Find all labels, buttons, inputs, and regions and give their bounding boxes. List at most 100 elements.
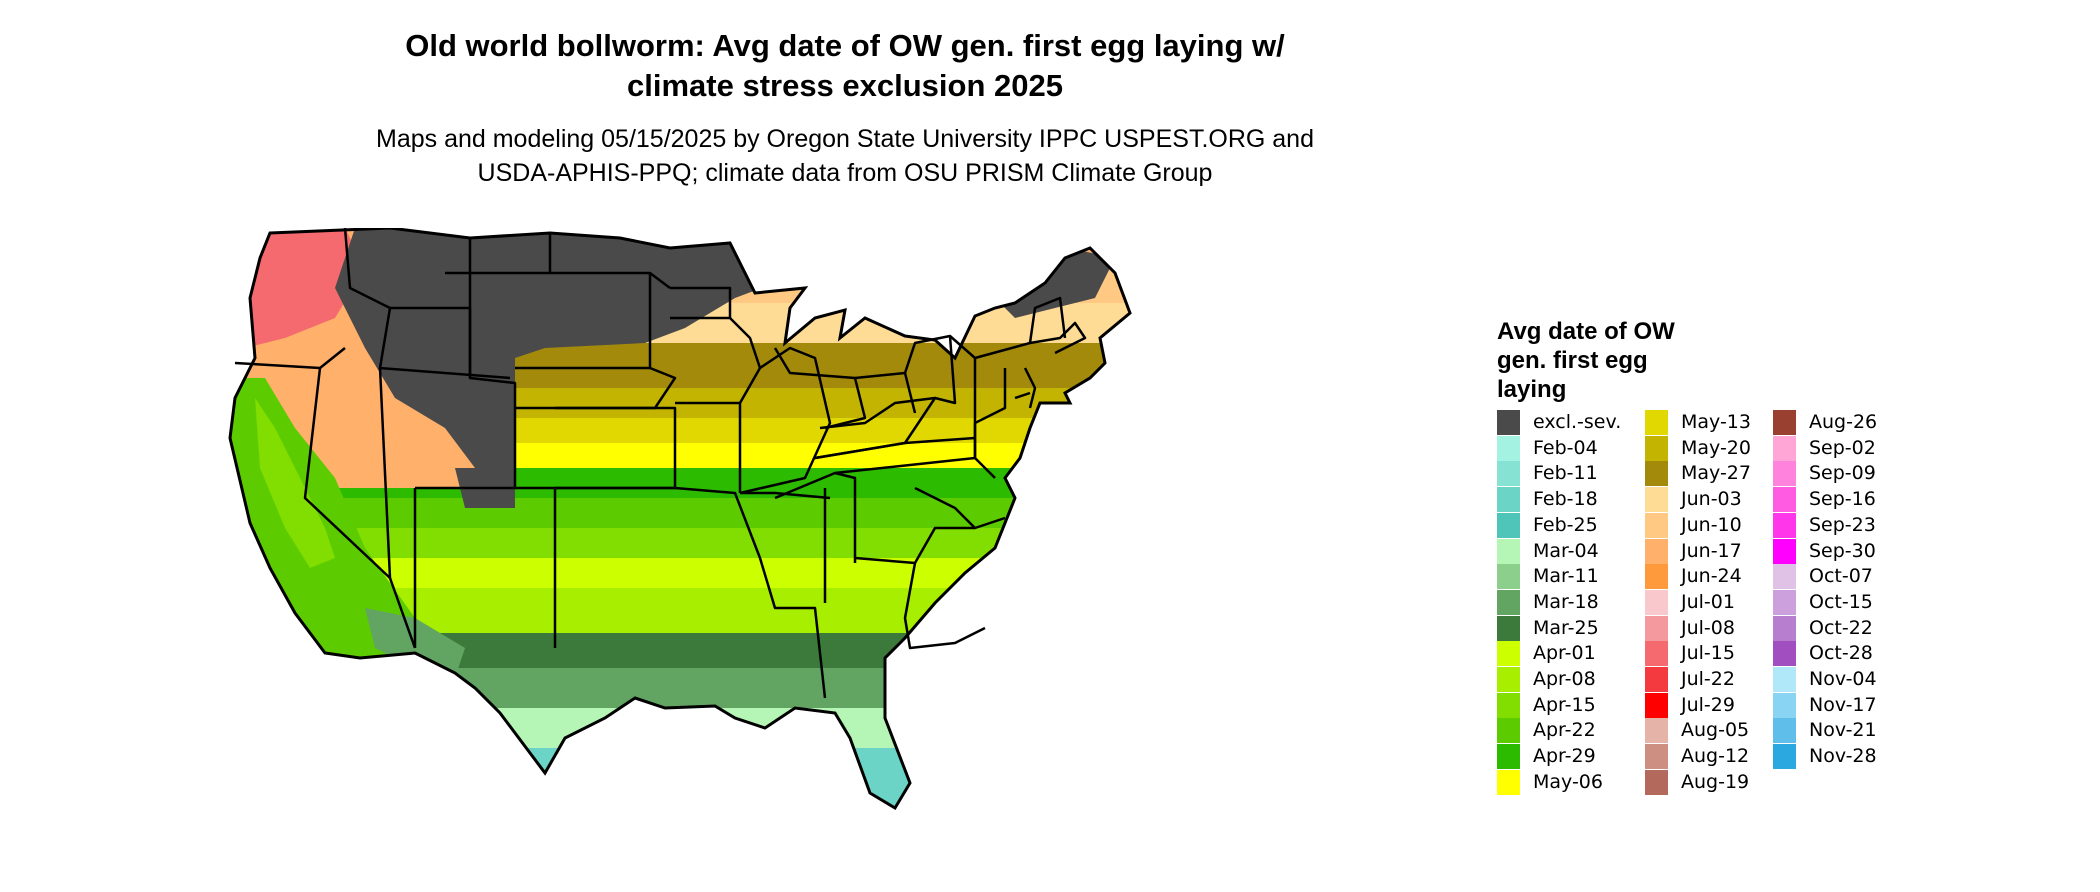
legend-label: Apr-08 xyxy=(1533,668,1596,690)
subtitle-line-1: Maps and modeling 05/15/2025 by Oregon S… xyxy=(376,125,1314,153)
legend-swatch xyxy=(1645,538,1668,564)
legend-swatch xyxy=(1645,564,1668,590)
legend-label: Sep-02 xyxy=(1809,436,1876,459)
legend-label: Nov-04 xyxy=(1809,668,1877,690)
legend-swatch xyxy=(1773,667,1796,692)
legend-swatch xyxy=(1773,615,1796,641)
legend-label: Jul-29 xyxy=(1681,693,1735,716)
legend-swatch xyxy=(1497,615,1520,641)
legend-label: Apr-29 xyxy=(1533,745,1596,768)
subtitle-line-2: USDA-APHIS-PPQ; climate data from OSU PR… xyxy=(477,159,1213,187)
legend-label: Feb-11 xyxy=(1533,462,1598,485)
legend-title-line-2: gen. first egg xyxy=(1497,347,1648,374)
legend-swatch xyxy=(1497,667,1520,692)
legend-swatch xyxy=(1497,512,1520,538)
legend-label: Aug-26 xyxy=(1809,411,1878,433)
legend-label: Jul-22 xyxy=(1681,668,1735,690)
legend-label: Nov-21 xyxy=(1809,719,1877,742)
legend-swatch xyxy=(1645,692,1668,718)
legend-swatch xyxy=(1773,589,1796,615)
legend-swatch xyxy=(1773,744,1796,770)
legend-label: Apr-22 xyxy=(1533,719,1596,742)
legend-swatch xyxy=(1645,667,1668,692)
legend-label: Aug-05 xyxy=(1681,719,1750,742)
legend-swatch xyxy=(1773,435,1796,461)
legend-label: Sep-16 xyxy=(1809,488,1876,511)
legend-swatch xyxy=(1645,718,1668,744)
legend-swatch xyxy=(1645,461,1668,487)
legend-swatch xyxy=(1773,692,1796,718)
legend-label: May-13 xyxy=(1681,411,1751,433)
legend-label: Feb-25 xyxy=(1533,513,1598,536)
legend-swatch xyxy=(1497,744,1520,770)
legend-label: Sep-23 xyxy=(1809,513,1876,536)
legend-label: Oct-07 xyxy=(1809,565,1873,588)
legend-label: May-20 xyxy=(1681,436,1751,459)
legend-label: Mar-25 xyxy=(1533,616,1599,639)
legend-swatch xyxy=(1645,744,1668,770)
legend-label: Jun-03 xyxy=(1681,488,1742,511)
legend-label: Nov-17 xyxy=(1809,693,1877,716)
legend-swatch xyxy=(1497,538,1520,564)
map-subtitle: Maps and modeling 05/15/2025 by Oregon S… xyxy=(220,122,1470,190)
legend-swatch xyxy=(1645,435,1668,461)
legend-label: Apr-01 xyxy=(1533,642,1596,665)
legend-swatch xyxy=(1645,769,1668,795)
legend-label: excl.-sev. xyxy=(1533,411,1622,433)
legend-swatch xyxy=(1497,692,1520,718)
legend-swatch xyxy=(1497,589,1520,615)
legend-swatch xyxy=(1773,410,1796,435)
legend-label: Nov-28 xyxy=(1809,745,1877,768)
legend-title: Avg date of OW gen. first egg laying xyxy=(1497,317,1727,404)
legend-swatch xyxy=(1645,410,1668,435)
legend-label: May-27 xyxy=(1681,462,1751,485)
legend-swatch xyxy=(1645,641,1668,667)
legend-label: Feb-04 xyxy=(1533,436,1598,459)
legend-label: Sep-30 xyxy=(1809,539,1876,562)
legend-swatch xyxy=(1773,512,1796,538)
legend-swatch xyxy=(1773,641,1796,667)
title-line-2: climate stress exclusion 2025 xyxy=(627,68,1063,103)
legend-label: Jun-24 xyxy=(1681,565,1742,588)
legend-swatch xyxy=(1645,589,1668,615)
title-line-1: Old world bollworm: Avg date of OW gen. … xyxy=(405,28,1285,63)
legend-label: Feb-18 xyxy=(1533,488,1598,511)
legend-swatch xyxy=(1497,564,1520,590)
legend-swatch xyxy=(1773,718,1796,744)
legend-label: Jun-10 xyxy=(1681,513,1742,536)
legend-swatch xyxy=(1497,435,1520,461)
legend-swatch xyxy=(1497,410,1520,435)
legend-label: Mar-04 xyxy=(1533,539,1599,562)
legend-swatch xyxy=(1773,564,1796,590)
legend-swatch xyxy=(1773,538,1796,564)
legend-label: Oct-22 xyxy=(1809,616,1873,639)
map-title: Old world bollworm: Avg date of OW gen. … xyxy=(220,26,1470,106)
legend-label: Jul-08 xyxy=(1681,616,1735,639)
legend-label: Oct-15 xyxy=(1809,590,1873,613)
legend-label: May-06 xyxy=(1533,770,1603,793)
state-borders xyxy=(234,228,1087,699)
legend-swatch xyxy=(1773,487,1796,513)
legend-swatch xyxy=(1645,487,1668,513)
legend-title-line-3: laying xyxy=(1497,376,1567,403)
legend-swatch xyxy=(1497,718,1520,744)
legend-label: Aug-19 xyxy=(1681,770,1750,793)
legend-label: Apr-15 xyxy=(1533,693,1596,716)
legend-label: Aug-12 xyxy=(1681,745,1750,768)
legend-label: Mar-11 xyxy=(1533,565,1599,588)
legend-label: Jul-15 xyxy=(1681,642,1735,665)
legend-swatch xyxy=(1497,641,1520,667)
phenology-bands xyxy=(230,228,1130,808)
legend-swatch xyxy=(1773,461,1796,487)
legend-swatch xyxy=(1497,769,1520,795)
legend-swatch xyxy=(1497,461,1520,487)
us-phenology-map xyxy=(228,228,1132,810)
legend-label: Jun-17 xyxy=(1681,539,1742,562)
legend-swatch xyxy=(1645,512,1668,538)
legend-swatch xyxy=(1497,487,1520,513)
legend-label: Jul-01 xyxy=(1681,590,1735,613)
legend-swatch xyxy=(1645,615,1668,641)
legend-title-line-1: Avg date of OW xyxy=(1497,318,1675,345)
legend-label: Sep-09 xyxy=(1809,462,1876,485)
legend-label: Mar-18 xyxy=(1533,590,1599,613)
